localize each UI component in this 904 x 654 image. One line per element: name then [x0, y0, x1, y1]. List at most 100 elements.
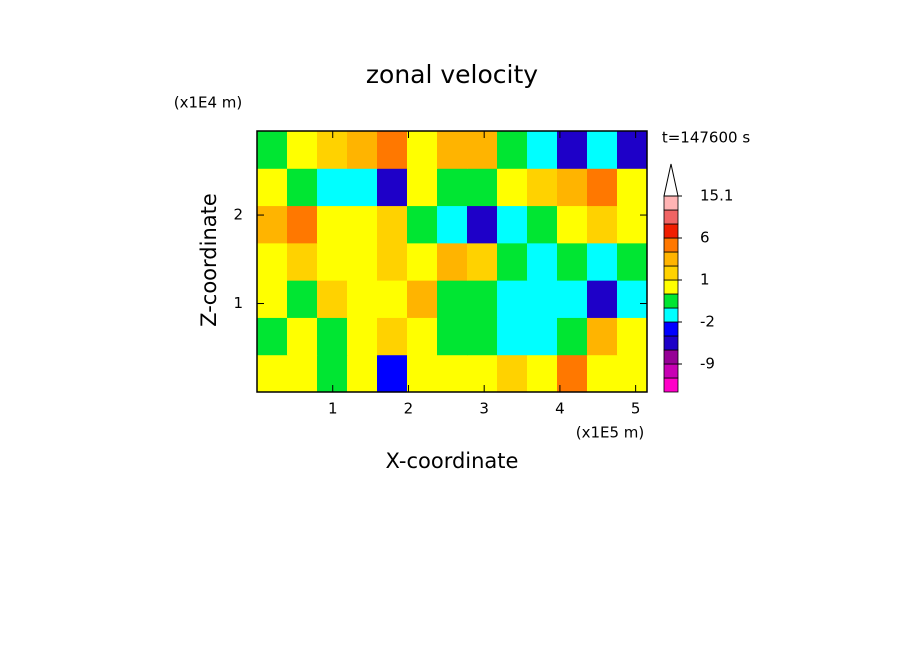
- field-cell: [617, 280, 648, 318]
- field-cell: [347, 280, 378, 318]
- y-tick-label: 2: [233, 206, 243, 224]
- field-cell: [467, 168, 498, 207]
- field-cell: [467, 131, 498, 169]
- field-cell: [347, 205, 378, 244]
- field-cell: [527, 131, 558, 169]
- x-tick-label: 3: [479, 400, 489, 418]
- field-cell: [257, 280, 288, 318]
- field-cell: [407, 242, 438, 281]
- x-axis-label: X-coordinate: [386, 449, 519, 473]
- field-cell: [437, 280, 468, 318]
- colorbar-box: [663, 251, 679, 267]
- field-cell: [257, 205, 288, 244]
- field-cell: [407, 168, 438, 207]
- field-cell: [557, 131, 588, 169]
- field-cell: [377, 131, 408, 169]
- colorbar-box: [663, 279, 679, 295]
- chart-title: zonal velocity: [366, 60, 538, 89]
- field-cell: [437, 168, 468, 207]
- colorbar-box: [663, 335, 679, 351]
- field-cell: [407, 317, 438, 356]
- field-cell: [377, 242, 408, 281]
- field-cell: [377, 354, 408, 393]
- field-cell: [287, 317, 318, 356]
- colorbar-box: [663, 363, 679, 379]
- field-cell: [287, 168, 318, 207]
- field-cell: [557, 354, 588, 393]
- field-cell: [437, 242, 468, 281]
- field-cell: [287, 354, 318, 393]
- y-axis-label: Z-coordinate: [197, 193, 221, 327]
- field-cell: [317, 168, 348, 207]
- y-unit: (x1E4 m): [174, 94, 243, 112]
- colorbar-tick-label: 6: [700, 229, 710, 247]
- field-cell: [527, 205, 558, 244]
- x-tick-label: 5: [631, 400, 641, 418]
- field-cell: [347, 317, 378, 356]
- field-cell: [377, 205, 408, 244]
- field-cell: [527, 242, 558, 281]
- field-cell: [317, 242, 348, 281]
- field-cell: [587, 354, 618, 393]
- field-cell: [377, 168, 408, 207]
- field-cell: [617, 242, 648, 281]
- field-cell: [467, 205, 498, 244]
- field-cell: [347, 354, 378, 393]
- field-cell: [257, 131, 288, 169]
- field-cell: [557, 205, 588, 244]
- field-cell: [527, 280, 558, 318]
- x-unit: (x1E5 m): [576, 424, 645, 442]
- field-cell: [587, 280, 618, 318]
- field-cell: [587, 317, 618, 356]
- field-cell: [467, 354, 498, 393]
- field-cell: [587, 168, 618, 207]
- field-cell: [407, 354, 438, 393]
- plot-frame: [256, 130, 648, 393]
- field-cell: [347, 131, 378, 169]
- field-cell: [617, 131, 648, 169]
- field-cell: [497, 131, 528, 169]
- colorbar-box: [663, 195, 679, 211]
- field-cell: [287, 242, 318, 281]
- field-cell: [287, 205, 318, 244]
- x-tick-label: 2: [404, 400, 414, 418]
- field-cell: [527, 317, 558, 356]
- field-cell: [497, 205, 528, 244]
- field-cell: [617, 317, 648, 356]
- field-cell: [377, 317, 408, 356]
- field-cell: [257, 354, 288, 393]
- field-cell: [257, 242, 288, 281]
- field-cell: [497, 280, 528, 318]
- field-cell: [287, 131, 318, 169]
- field-cell: [497, 317, 528, 356]
- field-cell: [407, 131, 438, 169]
- field-cell: [257, 168, 288, 207]
- colorbar-tick-label: 15.1: [700, 187, 733, 205]
- field-cell: [377, 280, 408, 318]
- field-cell: [587, 242, 618, 281]
- colorbar-box: [663, 209, 679, 225]
- colorbar-box: [663, 223, 679, 239]
- field-cell: [467, 280, 498, 318]
- time-label: t=147600 s: [662, 129, 750, 147]
- field-cell: [557, 242, 588, 281]
- colorbar-box: [663, 293, 679, 309]
- y-tick-label: 1: [233, 294, 243, 312]
- colorbar-box: [663, 349, 679, 365]
- field-cell: [287, 280, 318, 318]
- colorbar-box: [663, 377, 679, 393]
- field-cell: [467, 317, 498, 356]
- field-cell: [557, 317, 588, 356]
- field-cell: [497, 242, 528, 281]
- field-cell: [527, 354, 558, 393]
- colorbar-tick-label: 1: [700, 271, 710, 289]
- field-cell: [617, 354, 648, 393]
- field-cell: [497, 168, 528, 207]
- field-cell: [587, 205, 618, 244]
- field-cell: [317, 317, 348, 356]
- field-cell: [437, 317, 468, 356]
- field-cell: [587, 131, 618, 169]
- field-cell: [557, 168, 588, 207]
- colorbar-box: [663, 237, 679, 253]
